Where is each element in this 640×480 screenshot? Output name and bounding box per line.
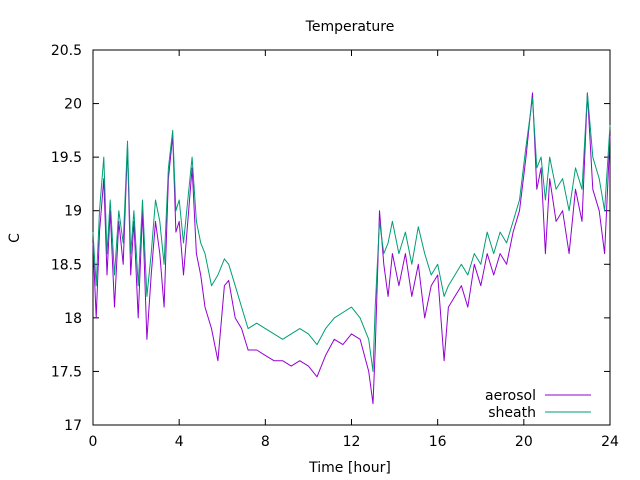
- series-line-sheath: [92, 92, 611, 372]
- x-tick-label: 24: [601, 434, 619, 450]
- legend-label-aerosol: aerosol: [485, 388, 536, 404]
- y-axis-label: C: [7, 233, 23, 243]
- x-tick-label: 4: [175, 434, 184, 450]
- plot-border: [92, 49, 611, 426]
- y-tick-label: 17.5: [51, 364, 82, 380]
- y-tick-label: 18.5: [51, 257, 82, 273]
- y-tick-label: 20.5: [51, 43, 82, 59]
- series-line-aerosol: [92, 92, 611, 405]
- x-tick-label: 20: [515, 434, 533, 450]
- y-tick-label: 20: [64, 97, 82, 113]
- x-tick-label: 8: [261, 434, 270, 450]
- x-axis-label: Time [hour]: [308, 460, 391, 476]
- chart-title: Temperature: [305, 19, 395, 35]
- y-tick-label: 18: [64, 311, 82, 327]
- series-lines: [92, 92, 611, 405]
- y-axis: 17 17.5 18 18.5 19 19.5 20 20.5: [51, 43, 610, 434]
- y-tick-label: 17: [64, 418, 82, 434]
- x-tick-label: 0: [89, 434, 98, 450]
- x-tick-label: 12: [343, 434, 361, 450]
- y-tick-label: 19: [64, 204, 82, 220]
- plot-frame: [92, 49, 611, 426]
- y-tick-label: 19.5: [51, 150, 82, 166]
- x-tick-label: 16: [429, 434, 447, 450]
- x-axis: 0 4 8 12 16 20 24: [89, 50, 619, 450]
- legend-label-sheath: sheath: [488, 405, 536, 421]
